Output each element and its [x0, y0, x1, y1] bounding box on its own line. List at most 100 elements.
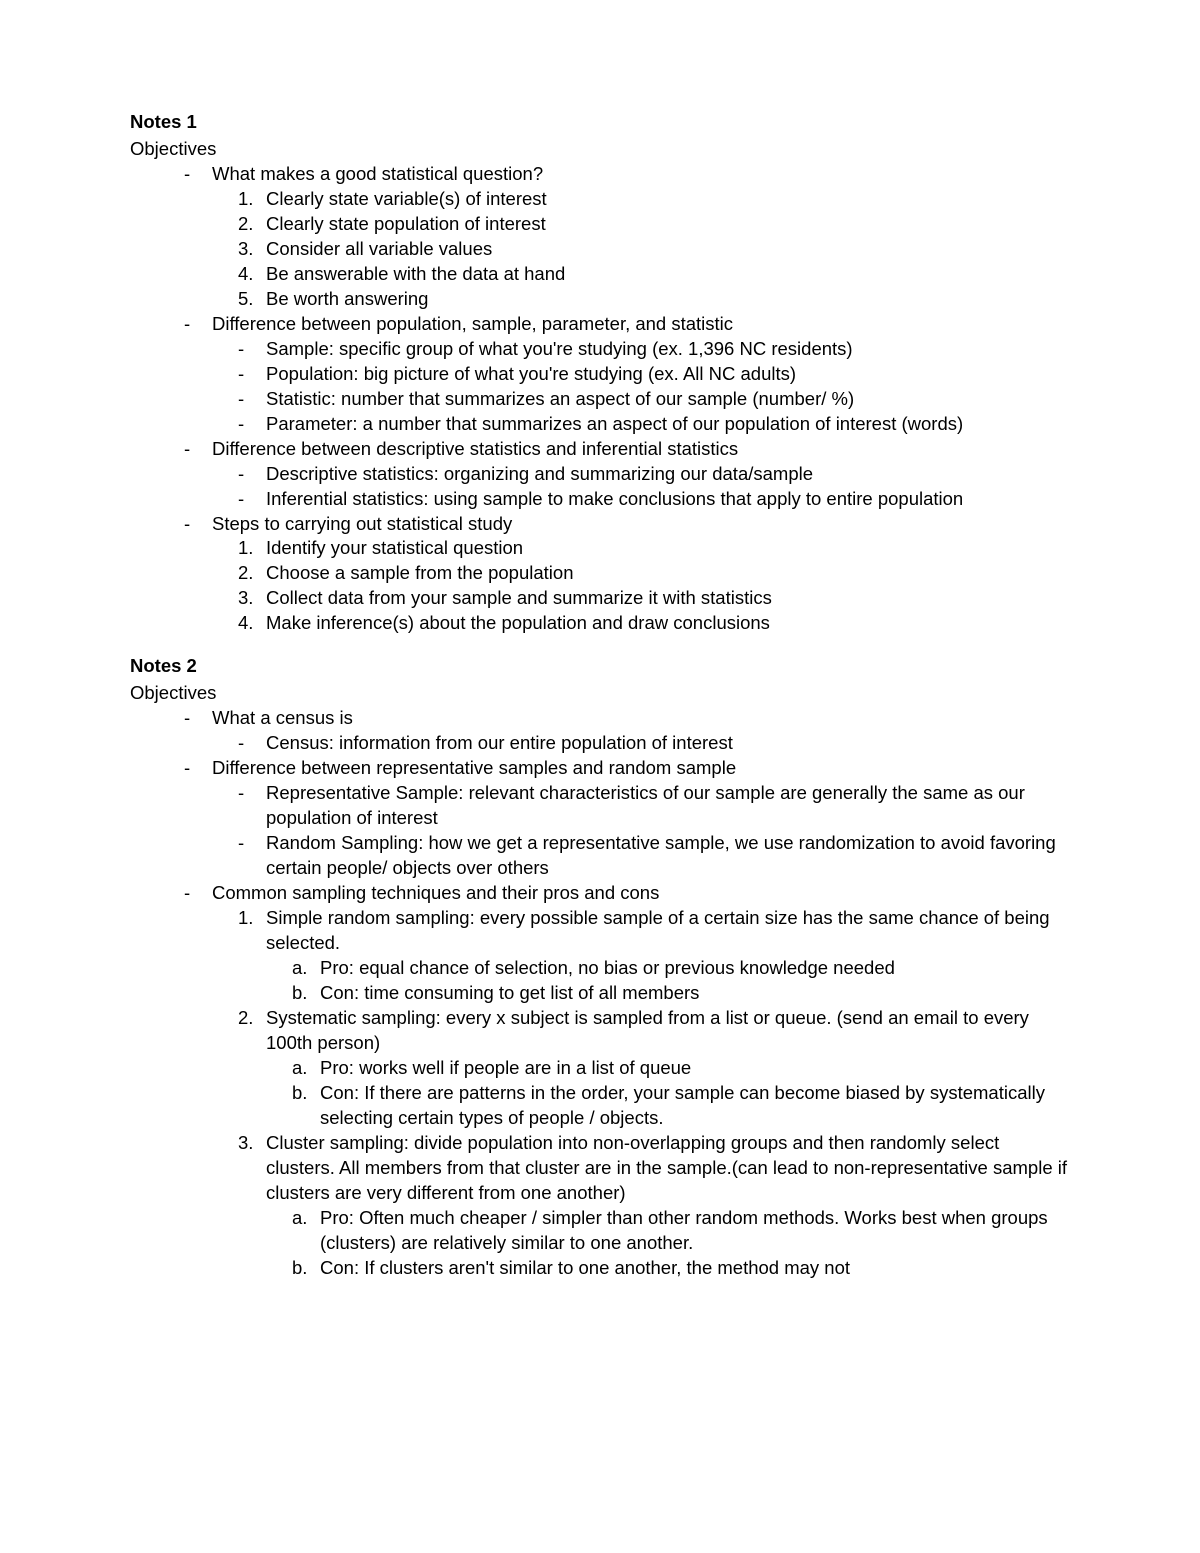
list-item: - Difference between representative samp… — [184, 756, 1070, 781]
number-marker: 3. — [238, 1131, 266, 1206]
dash-icon: - — [238, 487, 266, 512]
letter-marker: b. — [292, 1081, 320, 1131]
number-marker: 1. — [238, 536, 266, 561]
item-text: Common sampling techniques and their pro… — [212, 881, 1070, 906]
number-marker: 3. — [238, 237, 266, 262]
item-text: Con: If clusters aren't similar to one a… — [320, 1256, 1070, 1281]
letter-marker: a. — [292, 956, 320, 981]
dash-icon: - — [238, 462, 266, 487]
item-text: What makes a good statistical question? — [212, 162, 1070, 187]
item-text: What a census is — [212, 706, 1070, 731]
list-item: - What makes a good statistical question… — [184, 162, 1070, 187]
dash-icon: - — [238, 731, 266, 756]
list-item: 2.Choose a sample from the population — [238, 561, 1070, 586]
dash-icon: - — [238, 831, 266, 881]
list-item: 2.Systematic sampling: every x subject i… — [238, 1006, 1070, 1056]
list-item: -Representative Sample: relevant charact… — [238, 781, 1070, 831]
item-text: Pro: equal chance of selection, no bias … — [320, 956, 1070, 981]
dash-icon: - — [184, 706, 212, 731]
list-item: - Difference between population, sample,… — [184, 312, 1070, 337]
item-text: Choose a sample from the population — [266, 561, 1070, 586]
letter-marker: b. — [292, 1256, 320, 1281]
list-item: 3.Collect data from your sample and summ… — [238, 586, 1070, 611]
section-title: Notes 2 — [130, 654, 1070, 679]
list-item: a.Pro: works well if people are in a lis… — [292, 1056, 1070, 1081]
list-item: - Difference between descriptive statist… — [184, 437, 1070, 462]
list-item: b.Con: If there are patterns in the orde… — [292, 1081, 1070, 1131]
list-item: - Common sampling techniques and their p… — [184, 881, 1070, 906]
item-text: Con: time consuming to get list of all m… — [320, 981, 1070, 1006]
item-text: Pro: works well if people are in a list … — [320, 1056, 1070, 1081]
item-text: Consider all variable values — [266, 237, 1070, 262]
item-text: Sample: specific group of what you're st… — [266, 337, 1070, 362]
item-text: Collect data from your sample and summar… — [266, 586, 1070, 611]
item-text: Representative Sample: relevant characte… — [266, 781, 1070, 831]
dash-icon: - — [184, 312, 212, 337]
item-text: Inferential statistics: using sample to … — [266, 487, 1070, 512]
list-item: 3.Cluster sampling: divide population in… — [238, 1131, 1070, 1206]
dash-icon: - — [184, 881, 212, 906]
item-text: Census: information from our entire popu… — [266, 731, 1070, 756]
list-item: 4.Make inference(s) about the population… — [238, 611, 1070, 636]
item-text: Make inference(s) about the population a… — [266, 611, 1070, 636]
dash-icon: - — [184, 162, 212, 187]
item-text: Steps to carrying out statistical study — [212, 512, 1070, 537]
item-text: Clearly state population of interest — [266, 212, 1070, 237]
number-marker: 1. — [238, 906, 266, 956]
list-item: 1.Simple random sampling: every possible… — [238, 906, 1070, 956]
letter-marker: a. — [292, 1206, 320, 1256]
item-text: Random Sampling: how we get a representa… — [266, 831, 1070, 881]
list-item: -Parameter: a number that summarizes an … — [238, 412, 1070, 437]
list-item: b.Con: If clusters aren't similar to one… — [292, 1256, 1070, 1281]
list-item: b.Con: time consuming to get list of all… — [292, 981, 1070, 1006]
list-item: -Population: big picture of what you're … — [238, 362, 1070, 387]
list-item: -Descriptive statistics: organizing and … — [238, 462, 1070, 487]
dash-icon: - — [184, 756, 212, 781]
section-subhead: Objectives — [130, 137, 1070, 162]
item-text: Identify your statistical question — [266, 536, 1070, 561]
list-item: - Steps to carrying out statistical stud… — [184, 512, 1070, 537]
letter-marker: a. — [292, 1056, 320, 1081]
list-item: 1.Clearly state variable(s) of interest — [238, 187, 1070, 212]
item-text: Simple random sampling: every possible s… — [266, 906, 1070, 956]
list-item: 5.Be worth answering — [238, 287, 1070, 312]
item-text: Population: big picture of what you're s… — [266, 362, 1070, 387]
number-marker: 2. — [238, 561, 266, 586]
item-text: Clearly state variable(s) of interest — [266, 187, 1070, 212]
section-subhead: Objectives — [130, 681, 1070, 706]
section-title: Notes 1 — [130, 110, 1070, 135]
list-item: 2.Clearly state population of interest — [238, 212, 1070, 237]
list-item: -Census: information from our entire pop… — [238, 731, 1070, 756]
dash-icon: - — [238, 387, 266, 412]
item-text: Be answerable with the data at hand — [266, 262, 1070, 287]
item-text: Be worth answering — [266, 287, 1070, 312]
number-marker: 5. — [238, 287, 266, 312]
list-item: -Random Sampling: how we get a represent… — [238, 831, 1070, 881]
item-text: Systematic sampling: every x subject is … — [266, 1006, 1070, 1056]
number-marker: 4. — [238, 611, 266, 636]
list-item: 1.Identify your statistical question — [238, 536, 1070, 561]
item-text: Descriptive statistics: organizing and s… — [266, 462, 1070, 487]
number-marker: 4. — [238, 262, 266, 287]
number-marker: 2. — [238, 1006, 266, 1056]
item-text: Difference between descriptive statistic… — [212, 437, 1070, 462]
list-item: - What a census is — [184, 706, 1070, 731]
list-item: a.Pro: Often much cheaper / simpler than… — [292, 1206, 1070, 1256]
item-text: Parameter: a number that summarizes an a… — [266, 412, 1070, 437]
number-marker: 1. — [238, 187, 266, 212]
dash-icon: - — [184, 437, 212, 462]
item-text: Difference between population, sample, p… — [212, 312, 1070, 337]
list-item: -Sample: specific group of what you're s… — [238, 337, 1070, 362]
item-text: Con: If there are patterns in the order,… — [320, 1081, 1070, 1131]
list-item: -Inferential statistics: using sample to… — [238, 487, 1070, 512]
list-item: a.Pro: equal chance of selection, no bia… — [292, 956, 1070, 981]
item-text: Pro: Often much cheaper / simpler than o… — [320, 1206, 1070, 1256]
dash-icon: - — [238, 781, 266, 831]
item-text: Cluster sampling: divide population into… — [266, 1131, 1070, 1206]
number-marker: 3. — [238, 586, 266, 611]
document-page: Notes 1 Objectives - What makes a good s… — [0, 0, 1200, 1553]
list-item: 4.Be answerable with the data at hand — [238, 262, 1070, 287]
dash-icon: - — [238, 337, 266, 362]
dash-icon: - — [184, 512, 212, 537]
number-marker: 2. — [238, 212, 266, 237]
